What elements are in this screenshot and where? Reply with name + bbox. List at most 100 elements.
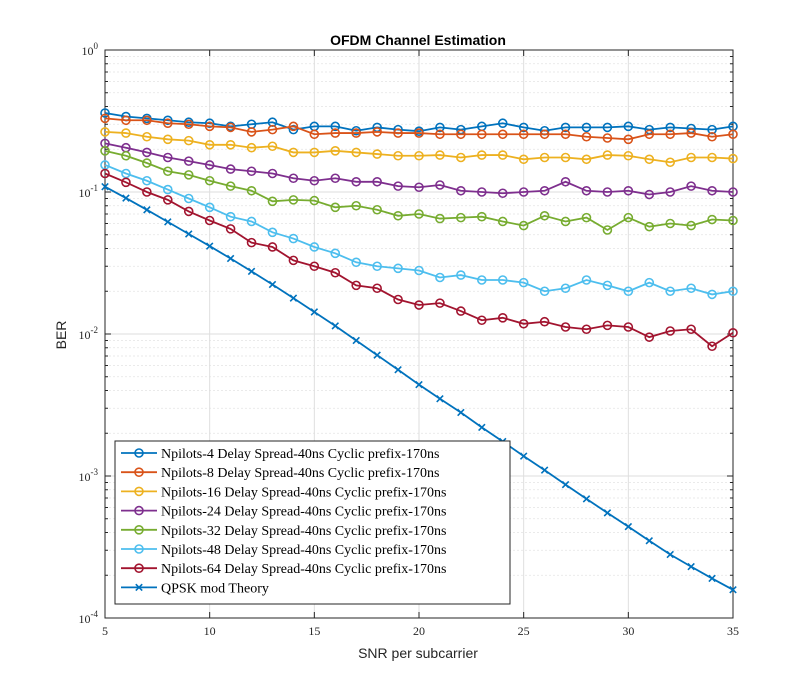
data-point	[707, 124, 717, 135]
data-point	[581, 131, 592, 142]
data-point	[518, 122, 529, 133]
data-point	[267, 242, 278, 252]
data-point	[518, 220, 529, 231]
data-point	[330, 173, 341, 184]
data-point	[205, 242, 214, 250]
data-point	[456, 212, 466, 223]
data-point	[728, 327, 738, 338]
data-point	[330, 128, 341, 138]
data-point	[267, 196, 278, 207]
data-point	[163, 134, 173, 145]
data-point	[728, 129, 738, 140]
data-point	[309, 261, 320, 272]
data-point	[476, 129, 487, 140]
x-tick-label: 35	[727, 624, 739, 638]
data-point	[267, 168, 278, 179]
data-point	[246, 237, 257, 248]
data-point	[143, 206, 151, 214]
legend-marker	[134, 563, 144, 574]
data-point	[436, 394, 444, 403]
data-point	[435, 180, 445, 190]
data-point	[476, 211, 487, 222]
data-point	[414, 300, 424, 310]
data-point	[247, 267, 256, 276]
legend-label: Npilots-4 Delay Spread-40ns Cyclic prefi…	[161, 447, 439, 462]
data-point	[539, 286, 550, 297]
data-point	[623, 286, 634, 297]
data-point	[289, 294, 298, 302]
data-point	[351, 200, 362, 211]
data-point	[623, 121, 634, 132]
data-point	[665, 129, 676, 140]
data-point	[267, 227, 278, 238]
legend-label: Npilots-8 Delay Spread-40ns Cyclic prefi…	[161, 466, 439, 481]
data-point	[288, 147, 299, 158]
series-7	[100, 168, 738, 352]
data-point	[560, 176, 571, 187]
data-point	[309, 242, 320, 252]
series-line	[104, 131, 734, 164]
data-point	[183, 170, 194, 180]
y-tick-label: 10-3	[79, 467, 99, 484]
data-point	[560, 322, 571, 332]
data-point	[183, 135, 194, 146]
data-point	[644, 332, 655, 342]
data-point	[100, 108, 110, 118]
data-point	[414, 265, 424, 276]
data-point	[497, 129, 508, 140]
data-point	[457, 408, 465, 417]
data-point	[310, 308, 319, 316]
legend-entry: QPSK mod Theory	[121, 581, 269, 596]
data-point	[665, 122, 676, 133]
data-point	[183, 206, 194, 217]
data-point	[393, 294, 403, 305]
data-point	[497, 216, 508, 227]
x-axis-label: SNR per subcarrier	[358, 645, 478, 661]
data-point	[163, 166, 173, 177]
series-2	[100, 113, 738, 145]
data-point	[456, 129, 466, 140]
data-point	[602, 280, 613, 291]
data-point	[686, 152, 696, 163]
x-tick-label: 20	[413, 624, 425, 638]
y-tick-label: 10-1	[79, 183, 99, 200]
data-point	[351, 280, 362, 291]
data-point	[497, 118, 508, 129]
legend-entry: Npilots-64 Delay Spread-40ns Cyclic pref…	[121, 562, 446, 577]
data-point	[288, 195, 299, 205]
data-point	[540, 466, 549, 474]
data-point	[456, 152, 466, 163]
data-point	[581, 324, 592, 335]
axes: 5 10 15 20 25 30 35 100 10-1 10-2 10-3 10-4	[79, 41, 740, 638]
data-point	[351, 128, 362, 138]
data-point	[518, 129, 529, 140]
data-point	[581, 122, 592, 133]
data-point	[122, 194, 130, 202]
data-point	[539, 129, 550, 140]
x-tick-label: 30	[622, 624, 634, 638]
data-point	[184, 230, 193, 238]
legend-marker	[134, 467, 144, 478]
legend: Npilots-4 Delay Spread-40ns Cyclic prefi…	[114, 440, 511, 605]
data-point	[561, 480, 570, 489]
data-point	[686, 220, 696, 231]
data-point	[163, 118, 173, 129]
data-point	[373, 351, 381, 359]
series-5	[100, 146, 738, 235]
data-point	[204, 215, 215, 226]
y-tick-label: 100	[82, 41, 99, 58]
series-layer	[100, 108, 738, 594]
legend-marker	[134, 448, 144, 458]
data-point	[602, 150, 613, 160]
data-point	[665, 286, 676, 297]
data-point	[497, 313, 508, 323]
data-point	[330, 267, 341, 278]
data-point	[414, 150, 424, 161]
data-point	[330, 121, 341, 132]
data-point	[708, 574, 716, 583]
series-line	[104, 112, 734, 133]
legend-marker	[134, 524, 144, 535]
legend-label: Npilots-64 Delay Spread-40ns Cyclic pref…	[161, 562, 446, 577]
data-point	[414, 128, 424, 138]
data-point	[246, 185, 257, 196]
